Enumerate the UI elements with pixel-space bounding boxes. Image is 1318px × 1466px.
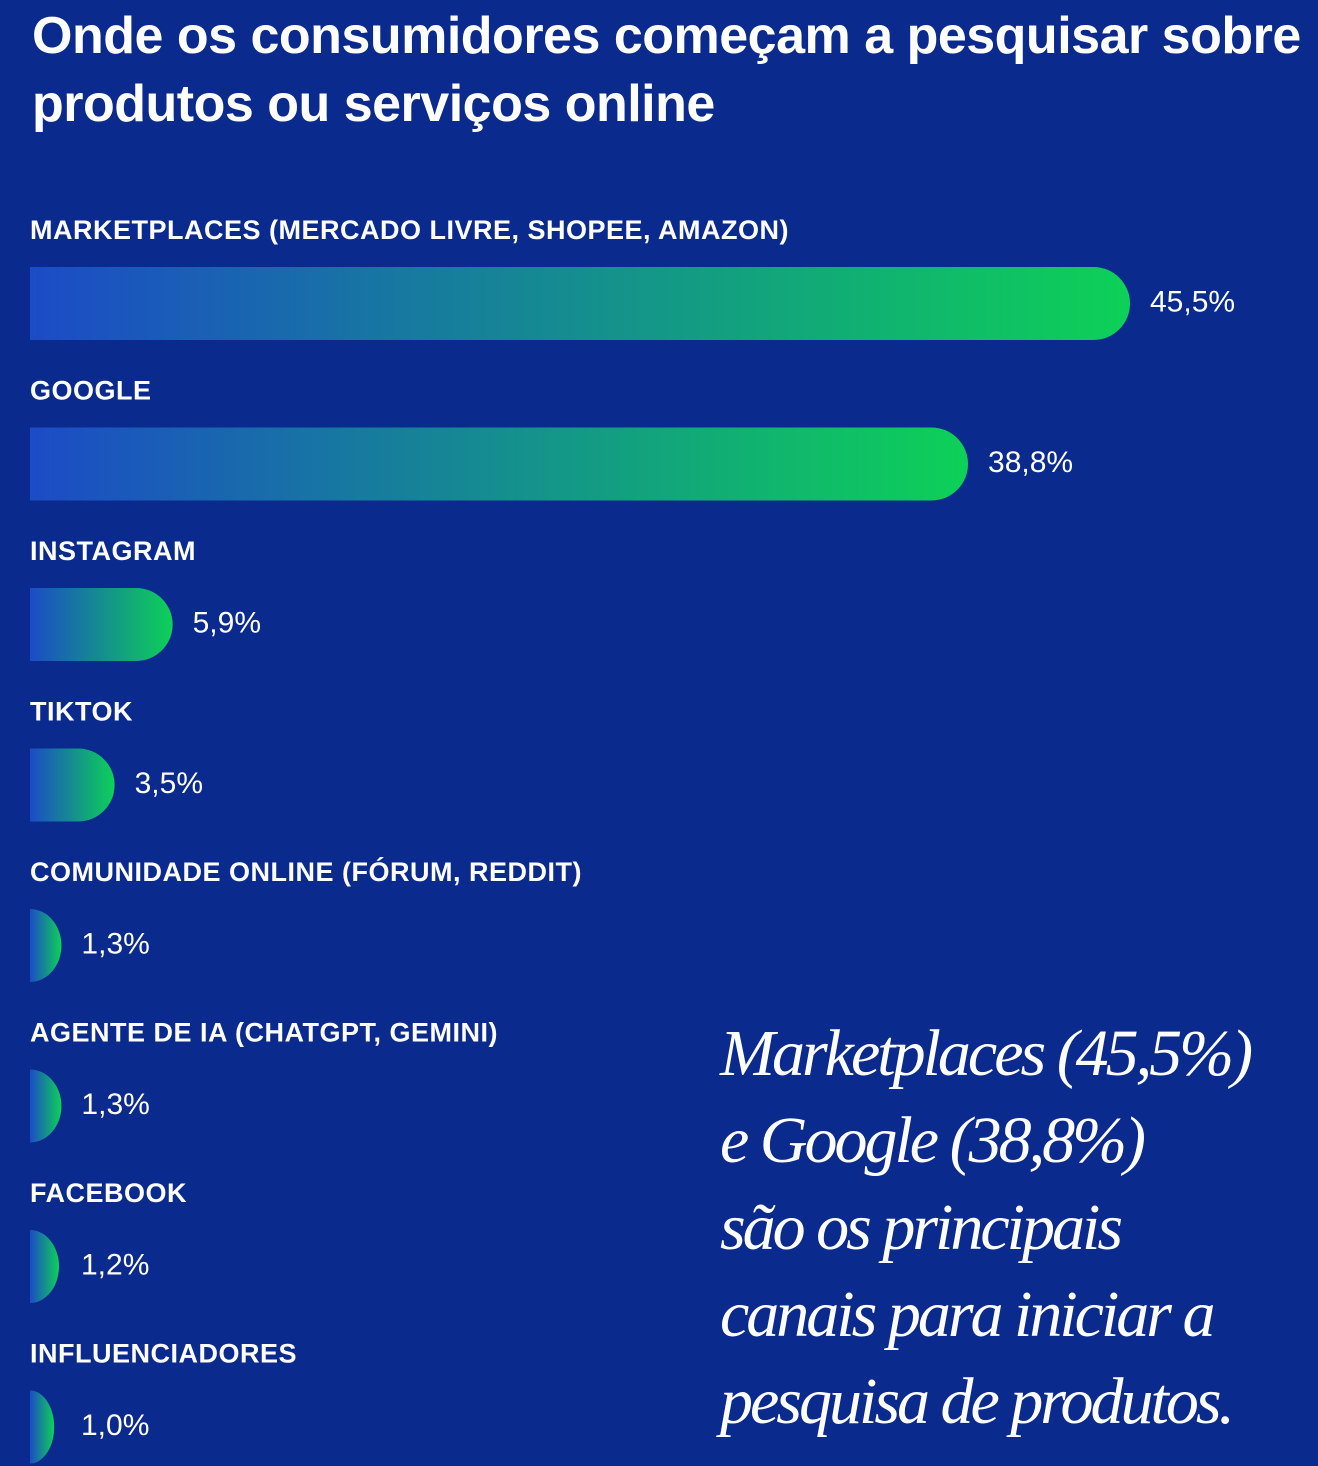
annotation: são os principais [720, 1191, 1121, 1264]
category-label: INSTAGRAM [30, 536, 196, 566]
bar [30, 427, 969, 501]
annotation: canais para iniciar a [720, 1278, 1213, 1351]
value-label: 5,9% [193, 606, 261, 639]
value-label: 1,3% [81, 1088, 149, 1121]
value-label: 38,8% [988, 446, 1073, 479]
annotation: Marketplaces (45,5%) [719, 1017, 1251, 1090]
category-label: COMUNIDADE ONLINE (FÓRUM, REDDIT) [30, 856, 582, 887]
value-label: 1,2% [81, 1248, 149, 1281]
annotation: pesquisa de produtos. [716, 1365, 1232, 1438]
category-label: MARKETPLACES (MERCADO LIVRE, SHOPEE, AMA… [30, 215, 789, 245]
value-label: 1,0% [81, 1409, 149, 1442]
category-label: FACEBOOK [30, 1178, 187, 1208]
bar [30, 1230, 60, 1303]
bar [30, 1390, 55, 1464]
bar [30, 1069, 62, 1143]
value-label: 45,5% [1150, 285, 1235, 318]
category-label: INFLUENCIADORES [30, 1339, 297, 1369]
value-label: 3,5% [135, 767, 203, 800]
category-label: AGENTE DE IA (CHATGPT, GEMINI) [30, 1018, 498, 1048]
bar [30, 748, 115, 822]
bar [30, 588, 173, 661]
bar [30, 267, 1130, 340]
chart-title: Onde os consumidores começam a pesquisar… [32, 7, 1301, 133]
annotation: e Google (38,8%) [720, 1104, 1144, 1177]
bar [30, 909, 62, 982]
category-label: GOOGLE [30, 376, 152, 406]
category-label: TIKTOK [30, 697, 133, 727]
value-label: 1,3% [81, 927, 149, 960]
